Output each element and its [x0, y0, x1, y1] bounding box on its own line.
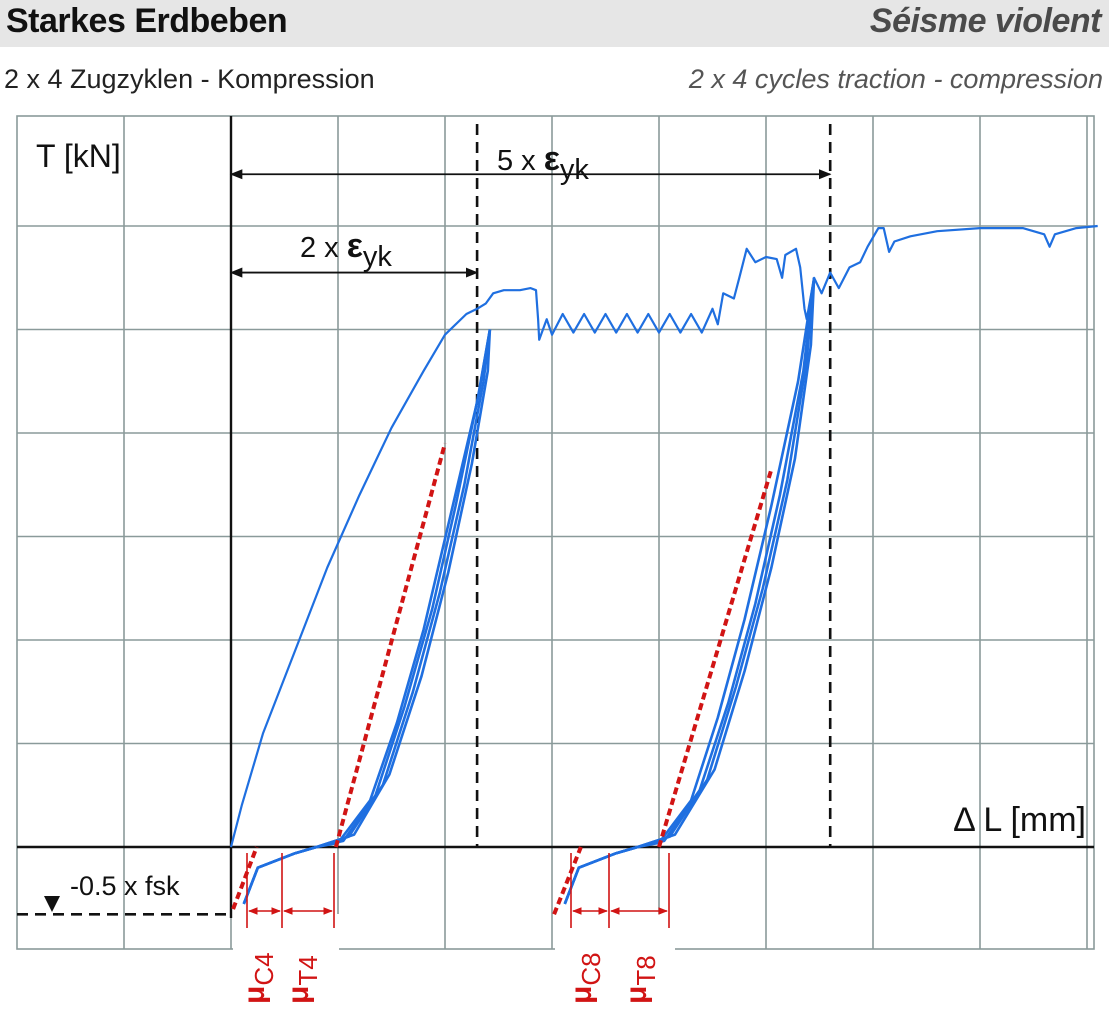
mu-label: μC8 — [565, 952, 606, 1004]
fit-line — [657, 468, 774, 848]
series-line — [242, 329, 492, 905]
series-line — [242, 329, 492, 905]
series-line — [242, 329, 492, 905]
chart-title-german: Starkes Erdbeben — [6, 2, 288, 40]
chart-title-french: Séisme violent — [869, 2, 1102, 40]
dimension-label: 2 x εyk — [300, 227, 392, 273]
label-gap — [233, 914, 339, 954]
grid-lines — [16, 115, 1095, 950]
plot-frame — [16, 115, 1095, 950]
mu-label: μC4 — [238, 952, 279, 1004]
chart-subtitle-french: 2 x 4 cycles traction - compression — [688, 64, 1103, 94]
label-gap — [555, 914, 675, 954]
chart-subtitle-german: 2 x 4 Zugzyklen - Kompression — [4, 64, 375, 94]
fit-line — [231, 846, 259, 910]
series-line — [229, 224, 1098, 848]
x-axis-label: Δ L [mm] — [953, 801, 1086, 839]
fsk-label: -0.5 x fsk — [70, 871, 180, 901]
series-line — [563, 277, 816, 905]
fsk-triangle-icon — [44, 896, 60, 912]
mu-label: μT4 — [282, 955, 323, 1004]
mu-label: μT8 — [620, 955, 661, 1004]
fit-line — [552, 846, 583, 916]
y-axis-label: T [kN] — [36, 138, 121, 174]
series-line — [242, 329, 492, 905]
fit-line — [333, 442, 447, 848]
header-bar — [0, 0, 1109, 47]
dimension-label: 5 x εyk — [497, 140, 589, 186]
